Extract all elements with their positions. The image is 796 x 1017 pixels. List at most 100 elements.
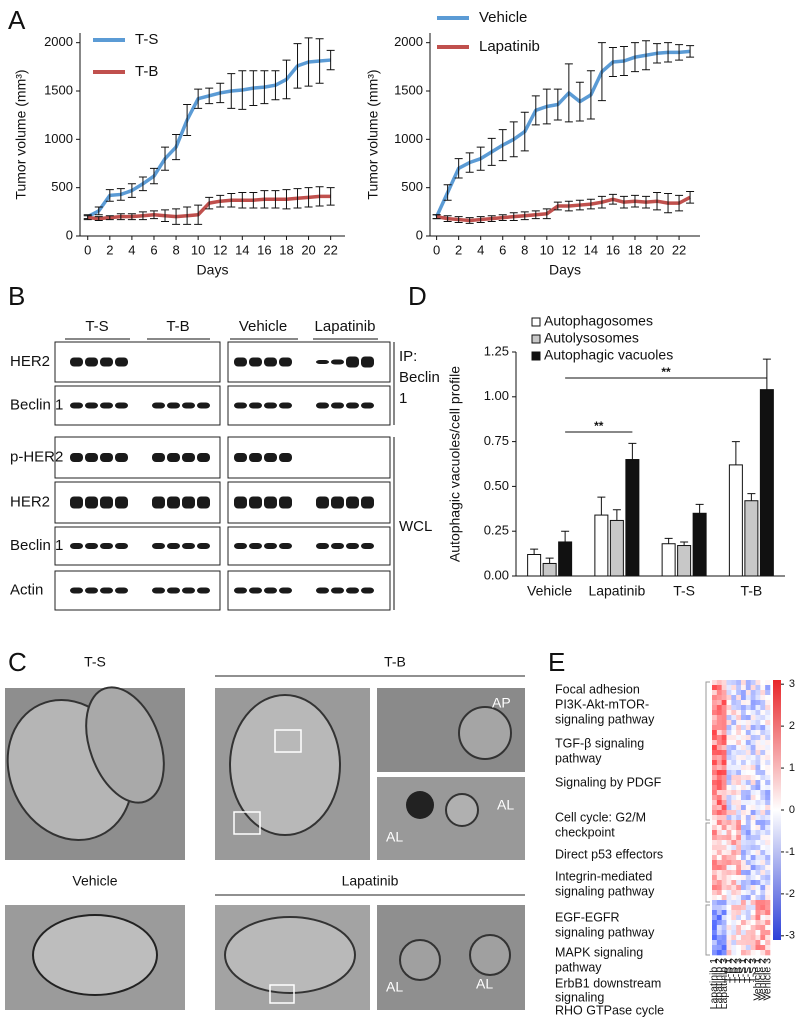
error-bar xyxy=(695,503,704,514)
heatmap-cell xyxy=(712,705,718,711)
heatmap-cell xyxy=(716,745,722,751)
heatmap-cell xyxy=(726,925,732,931)
blot-band xyxy=(85,453,98,462)
heatmap-cell xyxy=(760,770,766,776)
heatmap-cell xyxy=(750,870,756,876)
heatmap-cell xyxy=(712,910,718,916)
heatmap-cell xyxy=(755,865,761,871)
heatmap-cell xyxy=(712,700,718,706)
heatmap-cell xyxy=(741,930,747,936)
heatmap-cell xyxy=(741,880,747,886)
heatmap-cell xyxy=(765,840,771,846)
heatmap-cell xyxy=(712,710,718,716)
y-tick-label: 1500 xyxy=(44,82,73,97)
heatmap-cell xyxy=(736,710,742,716)
heatmap-cell xyxy=(755,745,761,751)
legend-swatch xyxy=(531,317,541,327)
pathway-label: ErbB1 downstream xyxy=(555,976,661,990)
heatmap-cell xyxy=(755,735,761,741)
blot-band xyxy=(316,360,329,364)
error-bar xyxy=(509,212,518,222)
heatmap-cell xyxy=(765,695,771,701)
heatmap-cell xyxy=(712,865,718,871)
heatmap-cell xyxy=(721,805,727,811)
heatmap-cell xyxy=(741,835,747,841)
heatmap-cell xyxy=(745,705,751,711)
error-bar xyxy=(83,215,92,221)
error-bar xyxy=(542,208,551,220)
x-tick-label: 22 xyxy=(323,242,337,257)
x-tick-label: T-B xyxy=(740,583,762,599)
error-bar xyxy=(227,73,236,109)
heatmap-cell xyxy=(765,710,771,716)
blot-band xyxy=(70,453,83,462)
y-tick-label: 1500 xyxy=(394,82,423,97)
heatmap-cell xyxy=(726,810,732,816)
heatmap-cell xyxy=(765,685,771,691)
heatmap-cell xyxy=(721,735,727,741)
heatmap-cell xyxy=(755,770,761,776)
heatmap-cell xyxy=(726,680,732,686)
heatmap-cell xyxy=(765,940,771,946)
heatmap-cell xyxy=(750,750,756,756)
blot-band xyxy=(100,496,113,509)
heatmap-cell xyxy=(750,685,756,691)
heatmap-cell xyxy=(741,785,747,791)
heatmap-cell xyxy=(745,685,751,691)
heatmap-cell xyxy=(736,770,742,776)
heatmap-cell xyxy=(736,730,742,736)
x-tick-label: T-S xyxy=(673,583,695,599)
heatmap-cell xyxy=(736,870,742,876)
error-bar xyxy=(138,211,147,221)
heatmap-cell xyxy=(716,735,722,741)
heatmap-cell xyxy=(736,850,742,856)
error-bar xyxy=(127,183,136,198)
heatmap-cell xyxy=(721,830,727,836)
heatmap-cell xyxy=(736,855,742,861)
heatmap-cell xyxy=(716,750,722,756)
error-bar xyxy=(205,87,214,105)
y-axis-label: Tumor volume (mm³) xyxy=(13,69,29,199)
error-bar xyxy=(619,46,628,77)
heatmap-cell xyxy=(712,895,718,901)
heatmap-cell xyxy=(741,790,747,796)
heatmap-cell xyxy=(755,740,761,746)
heatmap-cell xyxy=(745,745,751,751)
heatmap-cell xyxy=(750,945,756,951)
heatmap-cell xyxy=(736,680,742,686)
pathway-label: signaling pathway xyxy=(555,712,655,726)
heatmap-cell xyxy=(745,925,751,931)
heatmap-cell xyxy=(716,780,722,786)
blot-band xyxy=(115,357,128,367)
heatmap-cell xyxy=(736,690,742,696)
legend-label: Vehicle xyxy=(479,9,527,26)
legend-label: T-B xyxy=(135,63,158,80)
heatmap-cell xyxy=(760,800,766,806)
heatmap-cell xyxy=(712,820,718,826)
blot-band xyxy=(100,543,113,549)
blot-band xyxy=(249,587,262,594)
error-bar xyxy=(530,548,539,555)
blot-band xyxy=(316,587,329,594)
x-tick-label: 14 xyxy=(235,242,249,257)
heatmap-cell xyxy=(712,805,718,811)
blot-band xyxy=(361,587,374,594)
heatmap-cell xyxy=(736,900,742,906)
heatmap-cell xyxy=(721,715,727,721)
heatmap-cell xyxy=(760,830,766,836)
heatmap-cell xyxy=(750,840,756,846)
heatmap-cell xyxy=(755,915,761,921)
pathway-label: signaling xyxy=(555,990,604,1004)
error-bar xyxy=(443,215,452,222)
heatmap-cell xyxy=(750,915,756,921)
blot-band xyxy=(152,496,165,509)
heatmap-cell xyxy=(745,860,751,866)
error-bar xyxy=(575,81,584,122)
heatmap-cell xyxy=(716,800,722,806)
column-label: T-B 2 xyxy=(728,958,740,983)
heatmap-cell xyxy=(736,785,742,791)
error-bar xyxy=(675,44,684,61)
heatmap-cell xyxy=(755,790,761,796)
column-label: T-S 1 xyxy=(737,958,749,983)
error-bar xyxy=(545,557,554,564)
